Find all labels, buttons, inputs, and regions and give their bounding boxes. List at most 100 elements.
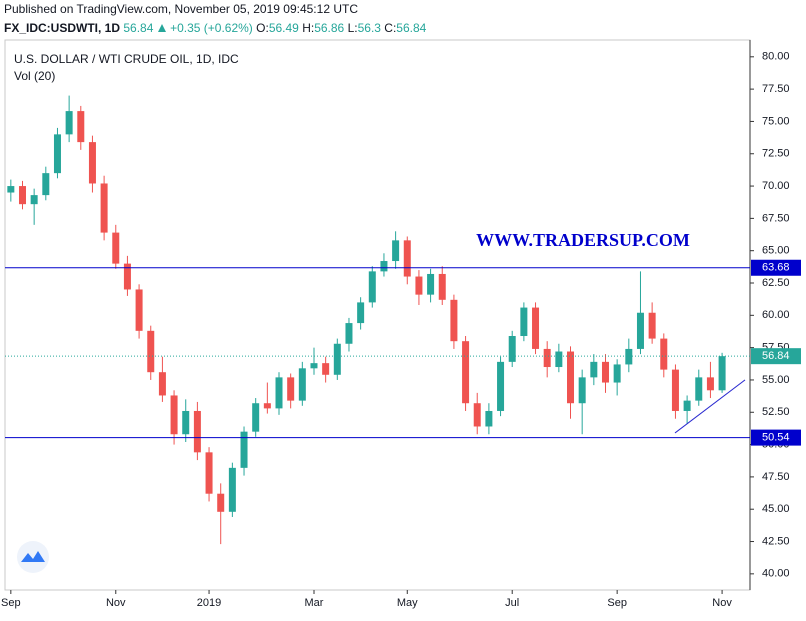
y-tick-label: 45.00 xyxy=(762,503,790,515)
candle-body xyxy=(392,240,400,262)
candle-body xyxy=(53,134,61,174)
watermark: WWW.TRADERSUP.COM xyxy=(476,230,690,250)
candle-body xyxy=(543,348,551,368)
x-tick-label: Nov xyxy=(106,597,126,609)
ohlc-label: L: xyxy=(347,21,358,35)
candle-body xyxy=(205,452,213,494)
ohlc-value: 56.86 xyxy=(314,21,345,35)
candle-body xyxy=(240,431,248,468)
candle-body xyxy=(671,369,679,411)
candle-body xyxy=(310,363,318,369)
x-tick-label: Nov xyxy=(712,597,732,609)
y-tick-label: 65.00 xyxy=(762,245,790,257)
candle-body xyxy=(380,261,388,272)
candle-body xyxy=(532,307,540,349)
candle-body xyxy=(648,312,656,339)
x-tick-label: 2019 xyxy=(197,597,221,609)
candle-body xyxy=(368,271,376,303)
candle-body xyxy=(112,232,120,264)
price-tag-label: 50.54 xyxy=(762,432,790,444)
ohlc-label: C: xyxy=(384,21,397,35)
candle-body xyxy=(182,410,190,435)
ohlc-label: O: xyxy=(256,21,269,35)
candle-body xyxy=(7,186,15,193)
candle-body xyxy=(135,289,143,331)
x-tick-label: Jul xyxy=(505,597,519,609)
candle-body xyxy=(683,400,691,411)
candle-body xyxy=(287,377,295,401)
y-tick-label: 72.50 xyxy=(762,148,790,160)
y-tick-label: 77.50 xyxy=(762,83,790,95)
x-tick-label: Mar xyxy=(305,597,324,609)
candle-body xyxy=(601,361,609,383)
candle-body xyxy=(298,368,306,401)
y-tick-label: 42.50 xyxy=(762,535,790,547)
candle-body xyxy=(170,395,178,435)
candle-body xyxy=(357,302,365,324)
y-tick-label: 80.00 xyxy=(762,51,790,63)
chart-subtitle: Vol (20) xyxy=(14,69,55,83)
candle-body xyxy=(613,364,621,383)
candle-body xyxy=(497,361,505,411)
candle-body xyxy=(636,312,644,349)
y-tick-label: 55.00 xyxy=(762,374,790,386)
change: +0.35 (+0.62%) xyxy=(170,21,253,35)
candle-body xyxy=(403,240,411,277)
candle-body xyxy=(333,343,341,375)
published-line: Published on TradingView.com, November 0… xyxy=(4,2,358,16)
price-tag-label: 63.68 xyxy=(762,262,790,274)
x-tick-label: Sep xyxy=(1,597,21,609)
candle-body xyxy=(123,263,131,290)
candle-body xyxy=(508,336,516,362)
price-tag xyxy=(751,259,801,276)
x-tick-label: Sep xyxy=(607,597,627,609)
chart-title: U.S. DOLLAR / WTI CRUDE OIL, 1D, IDC xyxy=(14,52,239,66)
candle-body xyxy=(438,273,446,300)
candle-body xyxy=(217,493,225,512)
x-tick-label: May xyxy=(397,597,418,609)
candle-body xyxy=(485,410,493,427)
candle-body xyxy=(706,377,714,391)
price-tag xyxy=(751,429,801,446)
y-tick-label: 70.00 xyxy=(762,180,790,192)
price-tag-label: 56.84 xyxy=(762,350,790,362)
logo xyxy=(17,541,49,573)
trend-line xyxy=(674,379,746,434)
candle-body xyxy=(193,410,201,453)
candle-body xyxy=(345,323,353,344)
candle-body xyxy=(718,356,726,391)
ohlc-value: 56.3 xyxy=(357,21,381,35)
ohlc-value: 56.49 xyxy=(268,21,299,35)
y-tick-label: 62.50 xyxy=(762,277,790,289)
candle-body xyxy=(18,186,26,205)
candle-body xyxy=(567,351,575,404)
candle-body xyxy=(555,351,563,368)
symbol: FX_IDC:USDWTI, 1D xyxy=(4,21,121,35)
y-tick-label: 40.00 xyxy=(762,568,790,580)
candle-body xyxy=(578,377,586,404)
candle-body xyxy=(625,348,633,365)
ohlc-label: H: xyxy=(302,21,315,35)
candle-body xyxy=(427,273,435,295)
y-tick-label: 67.50 xyxy=(762,212,790,224)
y-tick-label: 60.00 xyxy=(762,309,790,321)
candle-body xyxy=(695,377,703,401)
header: Published on TradingView.com, November 0… xyxy=(4,0,426,38)
candle-body xyxy=(473,403,481,427)
candle-body xyxy=(252,403,260,432)
ohlc: O:56.49 H:56.86 L:56.3 C:56.84 xyxy=(256,21,426,35)
price-tag xyxy=(751,348,801,365)
candle-body xyxy=(158,372,166,396)
candle-body xyxy=(590,361,598,378)
candle-body xyxy=(660,338,668,370)
candle-body xyxy=(450,299,458,342)
candle-body xyxy=(77,111,85,143)
ohlc-value: 56.84 xyxy=(396,21,427,35)
quote-line: FX_IDC:USDWTI, 1D 56.84 +0.35 (+0.62%) O… xyxy=(4,19,426,38)
candle-body xyxy=(322,363,330,375)
candle-body xyxy=(275,377,283,409)
y-tick-label: 47.50 xyxy=(762,471,790,483)
candle-body xyxy=(30,195,38,205)
